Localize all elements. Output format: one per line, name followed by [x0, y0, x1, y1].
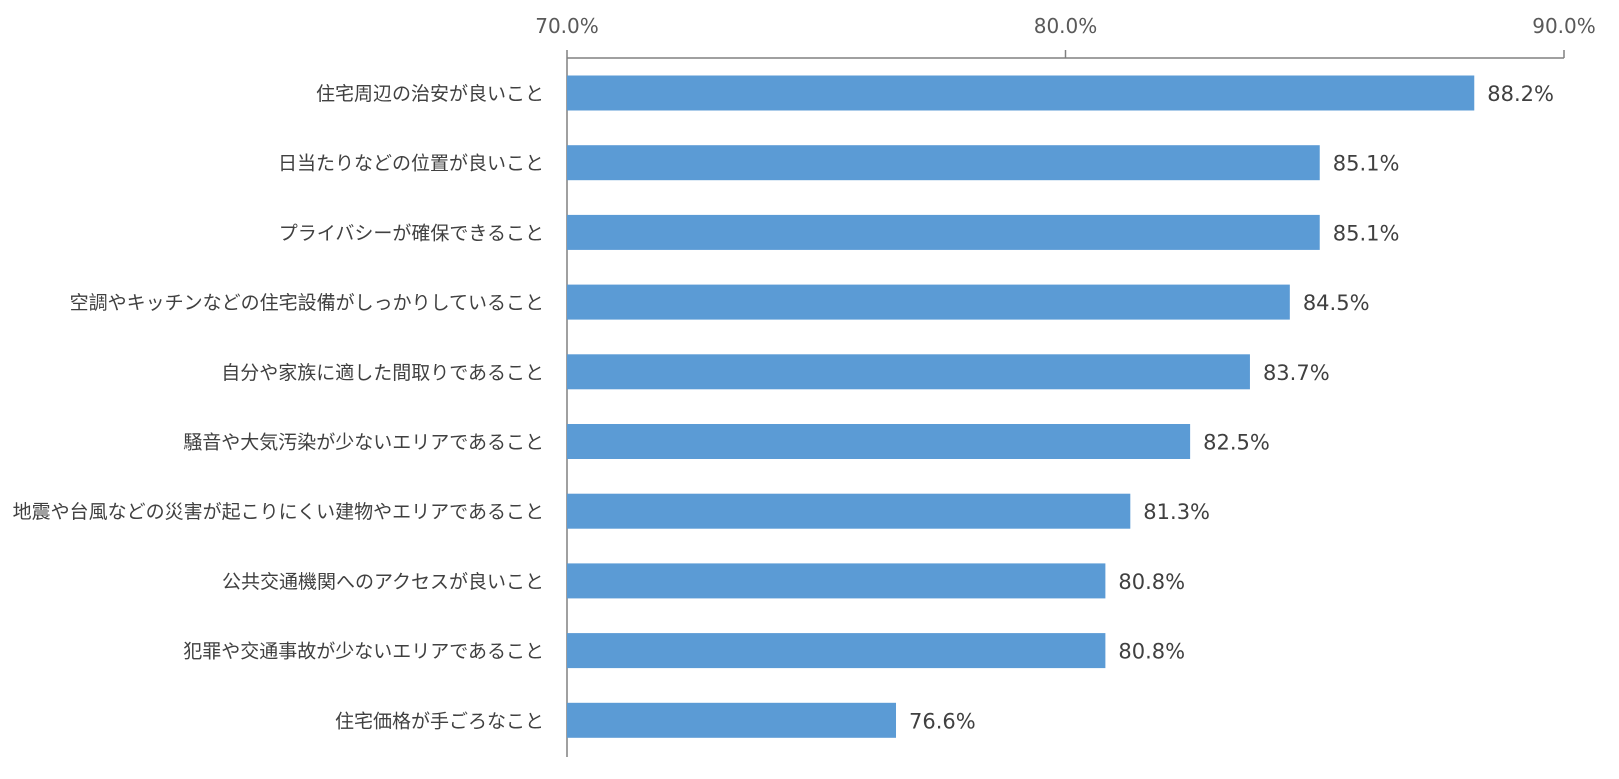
bar: [567, 75, 1475, 111]
bar: [567, 145, 1320, 181]
x-tick-label: 70.0%: [535, 14, 599, 38]
category-label: 公共交通機関へのアクセスが良いこと: [222, 571, 544, 593]
x-tick-label: 80.0%: [1034, 14, 1098, 38]
bar: [567, 563, 1106, 599]
bar: [567, 354, 1250, 390]
data-label: 80.8%: [1118, 640, 1185, 664]
bars-layer: [567, 75, 1475, 738]
data-label: 85.1%: [1333, 152, 1400, 176]
category-label: 住宅価格が手ごろなこと: [335, 710, 544, 732]
labels-layer: 住宅周辺の治安が良いこと 88.2% 日当たりなどの位置が良いこと 85.1% プライバ…: [13, 82, 1554, 733]
data-label: 83.7%: [1263, 361, 1330, 385]
category-label: 空調やキッチンなどの住宅設備がしっかりしていること: [70, 292, 544, 314]
x-tick-label: 90.0%: [1532, 14, 1596, 38]
data-label: 82.5%: [1203, 431, 1270, 455]
bar: [567, 284, 1290, 320]
category-label: 日当たりなどの位置が良いこと: [278, 153, 544, 175]
data-label: 84.5%: [1303, 291, 1370, 315]
data-label: 80.8%: [1118, 570, 1185, 594]
bar: [567, 214, 1320, 250]
category-label: プライバシーが確保できること: [279, 222, 544, 244]
category-label: 住宅周辺の治安が良いこと: [316, 83, 544, 105]
data-label: 85.1%: [1333, 221, 1400, 245]
category-label: 自分や家族に適した間取りであること: [221, 362, 544, 384]
data-label: 88.2%: [1487, 82, 1554, 106]
data-label: 81.3%: [1143, 500, 1210, 524]
bar: [567, 493, 1131, 529]
category-label: 地震や台風などの災害が起こりにくい建物やエリアであること: [13, 501, 544, 523]
bar: [567, 633, 1106, 669]
category-label: 犯罪や交通事故が少ないエリアであること: [183, 641, 544, 663]
bar: [567, 424, 1191, 459]
category-label: 騒音や大気汚染が少ないエリアであること: [183, 432, 544, 454]
data-label: 76.6%: [909, 709, 976, 733]
bar: [567, 702, 897, 738]
